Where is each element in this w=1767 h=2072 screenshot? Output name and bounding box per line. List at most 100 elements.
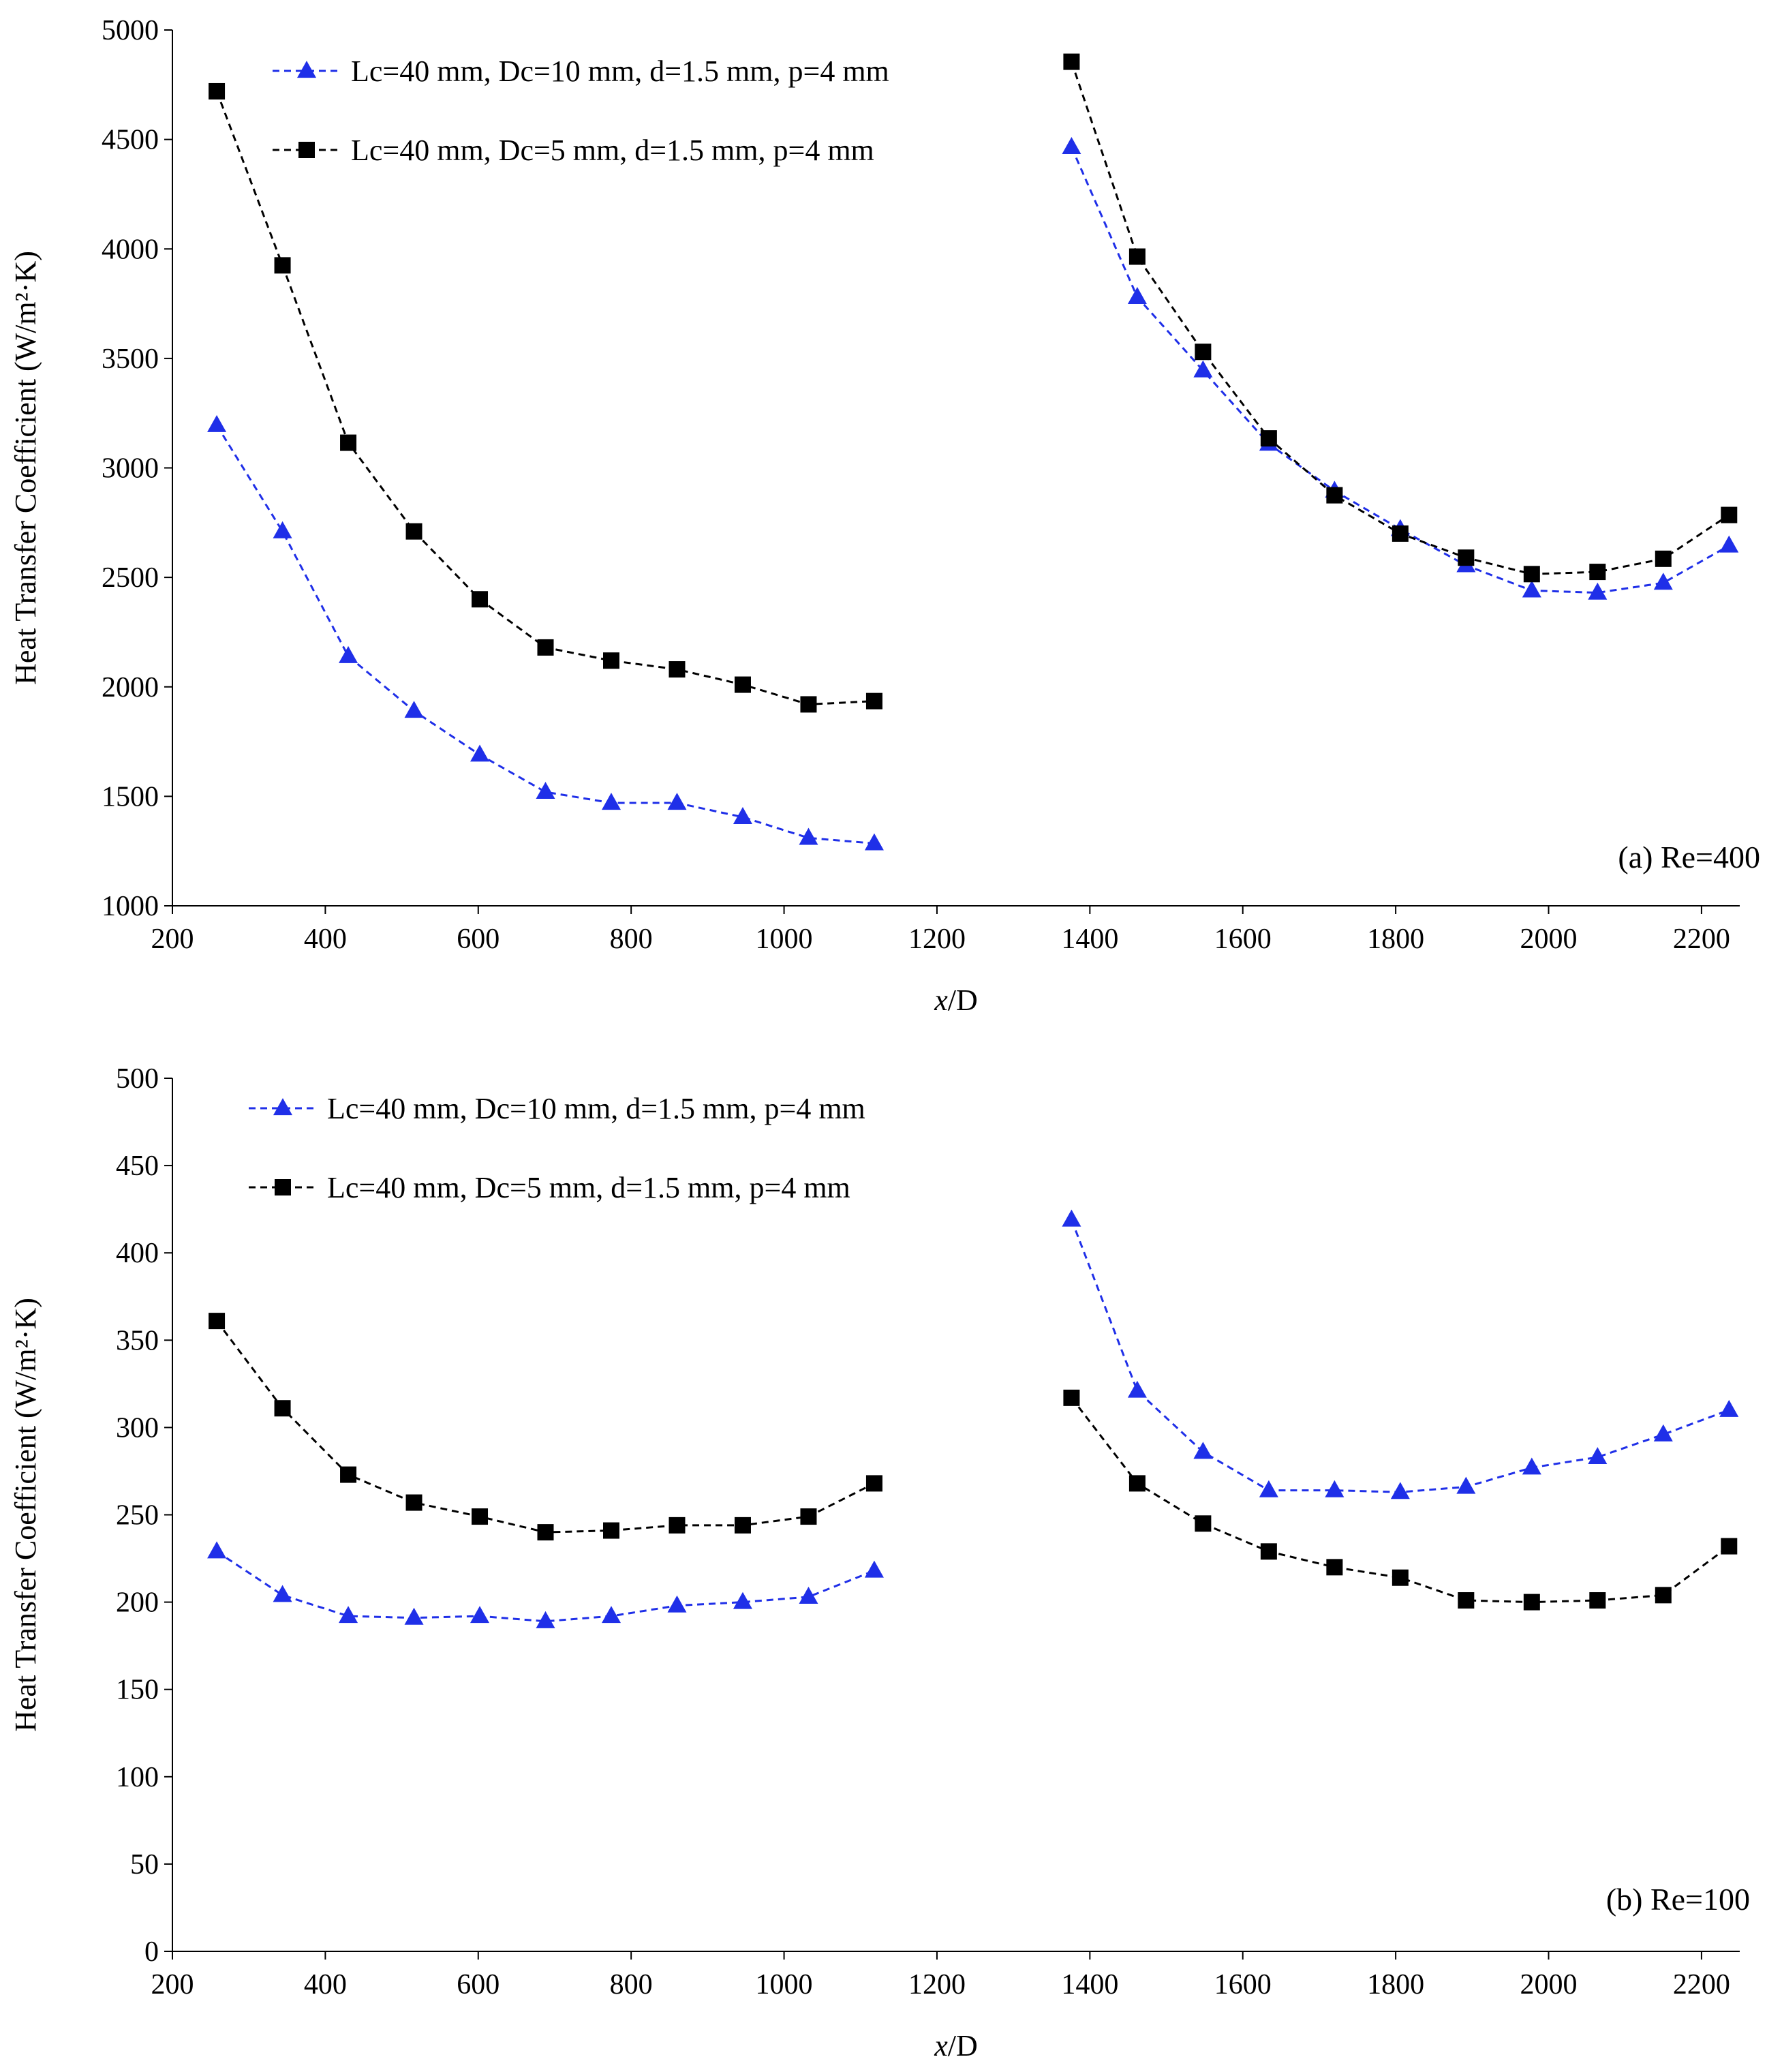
x-tick-label-b-0: 200 xyxy=(151,1969,194,2000)
x-tick-label-b-1: 400 xyxy=(304,1969,347,2000)
x-tick-label-b-10: 2200 xyxy=(1673,1969,1730,2000)
data-point-a-1-1-2 xyxy=(273,521,292,538)
data-point-a-2-1-2 xyxy=(274,257,291,274)
legend-item-b-1: Lc=40 mm, Dc=10 mm, d=1.5 mm, p=4 mm xyxy=(249,1092,865,1125)
data-point-b-2-1-11 xyxy=(865,1475,882,1492)
y-tick-label-b-3: 150 xyxy=(116,1675,159,1706)
x-tick-label-a-7: 1600 xyxy=(1214,924,1272,955)
x-axis-title-rest-a: /D xyxy=(948,984,978,1017)
chart-panel-a: 1000 1500 2000 2500 3000 3500 4000 4500 5000 200 4… xyxy=(9,15,1760,1017)
x-tick-label-b-8: 1800 xyxy=(1367,1969,1424,2000)
y-tick-label-a-6: 4000 xyxy=(102,234,159,265)
x-axis-title-b: x/D xyxy=(934,2029,978,2062)
data-point-b-2-1-5 xyxy=(472,1508,489,1525)
data-point-b-2-1-8 xyxy=(669,1517,686,1534)
data-point-b-1-1-2 xyxy=(273,1585,292,1602)
data-point-b-1-1-1 xyxy=(207,1541,227,1559)
y-tick-label-b-1: 50 xyxy=(130,1849,159,1880)
data-point-a-2-2-6 xyxy=(1392,525,1409,542)
data-point-b-1-1-7 xyxy=(602,1606,621,1624)
data-point-a-2-2-2 xyxy=(1128,248,1146,265)
legend-label-b-2: Lc=40 mm, Dc=5 mm, d=1.5 mm, p=4 mm xyxy=(327,1171,850,1204)
data-point-a-1-1-11 xyxy=(864,833,884,851)
legend-label-a-2: Lc=40 mm, Dc=5 mm, d=1.5 mm, p=4 mm xyxy=(351,134,874,167)
y-tick-label-a-0: 1000 xyxy=(102,891,159,922)
data-point-a-1-1-7 xyxy=(602,793,621,810)
data-point-b-1-2-2 xyxy=(1127,1380,1147,1398)
data-point-b-1-1-10 xyxy=(799,1587,818,1604)
data-point-a-1-1-8 xyxy=(667,793,687,810)
y-tick-label-a-1: 1500 xyxy=(102,781,159,812)
data-point-b-1-1-6 xyxy=(536,1611,555,1628)
data-point-b-2-1-2 xyxy=(274,1400,291,1417)
y-tick-label-b-7: 350 xyxy=(116,1325,159,1356)
data-point-a-1-1-5 xyxy=(470,744,490,762)
data-point-a-1-2-2 xyxy=(1127,287,1147,305)
x-tick-label-b-7: 1600 xyxy=(1214,1969,1272,2000)
legend-item-b-2: Lc=40 mm, Dc=5 mm, d=1.5 mm, p=4 mm xyxy=(249,1171,850,1204)
data-point-a-2-1-11 xyxy=(865,692,882,710)
chart-panel-b: 0 50 100 150 200 250 300 350 400 450 500 200 400 600 8… xyxy=(9,1063,1750,2062)
data-point-b-1-1-3 xyxy=(339,1606,358,1624)
data-point-a-1-2-9 xyxy=(1588,582,1608,600)
x-axis-title-italic-a: x xyxy=(934,984,948,1017)
data-point-a-1-1-9 xyxy=(733,807,752,824)
data-point-b-2-2-2 xyxy=(1128,1475,1146,1492)
x-axis-title-italic-b: x xyxy=(934,2029,948,2062)
x-tick-label-b-5: 1200 xyxy=(908,1969,966,2000)
data-point-b-1-2-4 xyxy=(1259,1480,1278,1497)
x-tick-label-a-9: 2000 xyxy=(1520,924,1578,955)
y-tick-label-a-3: 2500 xyxy=(102,562,159,594)
data-point-b-1-2-7 xyxy=(1456,1476,1476,1494)
data-point-a-2-1-8 xyxy=(669,661,686,678)
data-point-b-2-2-7 xyxy=(1458,1592,1475,1609)
data-point-a-1-1-6 xyxy=(536,782,555,799)
y-tick-label-b-0: 0 xyxy=(144,1936,159,1968)
legend-marker-a-1 xyxy=(297,61,316,78)
data-point-a-2-1-3 xyxy=(340,434,357,451)
legend-marker-b-1 xyxy=(273,1098,292,1116)
y-axis-title-b: Heat Transfer Coefficient (W/m²·K) xyxy=(9,1298,42,1732)
legend-item-a-2: Lc=40 mm, Dc=5 mm, d=1.5 mm, p=4 mm xyxy=(273,134,874,167)
data-point-b-2-1-1 xyxy=(209,1313,226,1330)
data-point-b-1-2-8 xyxy=(1522,1457,1541,1475)
data-point-b-2-2-9 xyxy=(1589,1592,1606,1609)
x-tick-label-a-4: 1000 xyxy=(756,924,813,955)
series-b-1 xyxy=(207,1209,1739,1628)
y-tick-label-a-5: 3500 xyxy=(102,344,159,375)
legend-b: Lc=40 mm, Dc=10 mm, d=1.5 mm, p=4 mm Lc=… xyxy=(249,1092,865,1204)
data-point-a-2-2-5 xyxy=(1326,487,1343,504)
data-point-b-1-1-11 xyxy=(864,1560,884,1578)
legend-swatch-marker-b-1 xyxy=(273,1098,292,1116)
data-point-a-1-1-3 xyxy=(339,645,358,663)
data-point-b-1-2-11 xyxy=(1719,1399,1739,1417)
y-tick-label-a-2: 2000 xyxy=(102,672,159,703)
data-point-b-2-2-10 xyxy=(1655,1587,1672,1604)
data-point-b-2-1-4 xyxy=(405,1494,422,1511)
legend-a: Lc=40 mm, Dc=10 mm, d=1.5 mm, p=4 mm Lc=… xyxy=(273,55,889,167)
data-point-b-1-2-5 xyxy=(1325,1480,1345,1497)
legend-marker-b-2 xyxy=(275,1179,291,1195)
data-point-b-1-1-5 xyxy=(470,1606,490,1624)
data-point-a-2-1-7 xyxy=(603,652,619,669)
data-point-a-2-1-1 xyxy=(209,82,226,100)
data-point-b-2-1-9 xyxy=(734,1517,751,1534)
plot-area-a: 1000 1500 2000 2500 3000 3500 4000 4500 5000 200 4… xyxy=(102,15,1740,955)
data-point-a-1-1-1 xyxy=(207,414,227,432)
legend-marker-a-2 xyxy=(298,142,315,158)
y-tick-label-b-10: 500 xyxy=(116,1063,159,1095)
data-point-b-2-1-10 xyxy=(800,1508,817,1525)
panel-annotation-b: (b) Re=100 xyxy=(1606,1882,1750,1917)
data-point-b-1-1-4 xyxy=(404,1607,424,1625)
y-tick-label-b-4: 200 xyxy=(116,1587,159,1619)
data-point-a-2-2-11 xyxy=(1721,506,1738,523)
x-tick-label-b-6: 1400 xyxy=(1061,1969,1118,2000)
data-point-b-1-1-9 xyxy=(733,1591,752,1609)
y-tick-label-b-6: 300 xyxy=(116,1412,159,1444)
legend-item-a-1: Lc=40 mm, Dc=10 mm, d=1.5 mm, p=4 mm xyxy=(273,55,889,88)
data-point-b-1-2-3 xyxy=(1193,1442,1213,1459)
y-tick-label-b-9: 450 xyxy=(116,1151,159,1182)
y-tick-label-b-2: 100 xyxy=(116,1762,159,1793)
y-tick-label-a-4: 3000 xyxy=(102,453,159,485)
